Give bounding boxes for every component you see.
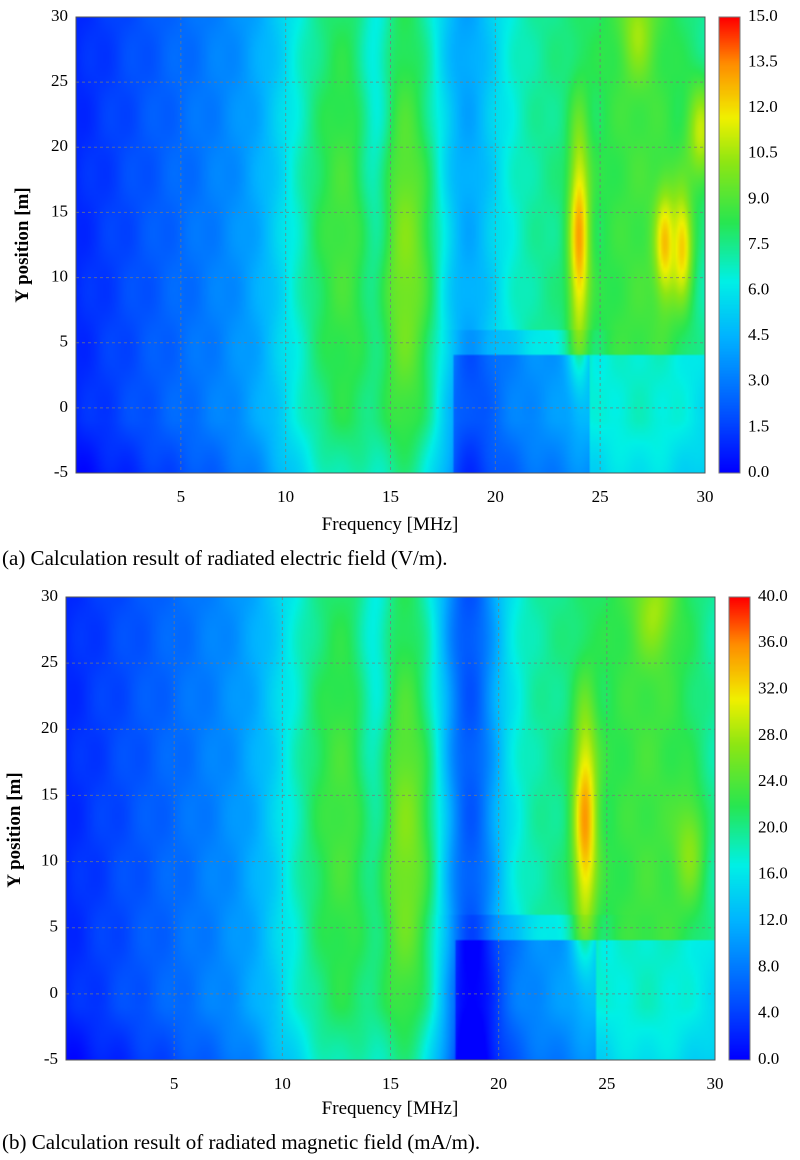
colorbar-tick-label: 4.5 <box>748 325 769 344</box>
colorbar-tick-label: 8.0 <box>758 956 779 975</box>
colorbar-tick-label: 7.5 <box>748 234 769 253</box>
y-axis-label-b: Y position [m] <box>4 772 25 887</box>
colorbar-tick-label: 0.0 <box>748 462 769 481</box>
colorbar-ticks-b: 0.0 4.0 8.0 12.0 16.0 20.0 24.0 28.0 32.0 36.0 40.… <box>758 586 788 1068</box>
y-tick-label: -5 <box>44 1049 58 1068</box>
colorbar-tick-label: 6.0 <box>748 280 769 299</box>
colorbar-tick-label: 32.0 <box>758 679 788 698</box>
colorbar-tick-label: 4.0 <box>758 1003 779 1022</box>
colorbar-tick-label: 15.0 <box>748 6 778 25</box>
x-tick-label: 30 <box>707 1074 724 1093</box>
x-tick-label: 5 <box>170 1074 179 1093</box>
colorbar-frame-b <box>728 596 751 1061</box>
y-axis-label-a: Y position [m] <box>12 187 33 302</box>
colorbar-tick-label: 36.0 <box>758 632 788 651</box>
colorbar-frame-a <box>718 16 741 474</box>
colorbar-tick-label: 3.0 <box>748 371 769 390</box>
y-tick-label: 5 <box>50 917 59 936</box>
y-tick-label: 20 <box>41 718 58 737</box>
x-tick-label: 10 <box>274 1074 291 1093</box>
x-tick-label: 10 <box>277 487 294 506</box>
plot-frame-a <box>75 16 706 474</box>
x-tick-label: 15 <box>382 1074 399 1093</box>
colorbar-tick-label: 24.0 <box>758 771 788 790</box>
y-tick-label: 10 <box>51 266 68 285</box>
colorbar-b <box>729 597 750 1060</box>
y-tick-label: 10 <box>41 850 58 869</box>
colorbar-tick-label: 16.0 <box>758 864 788 883</box>
colorbar-tick-label: 1.5 <box>748 416 769 435</box>
y-tick-label: 5 <box>60 332 69 351</box>
grid-lines-a <box>76 17 705 473</box>
x-axis-label-a: Frequency [MHz] <box>322 514 459 535</box>
x-tick-label: 5 <box>177 487 186 506</box>
y-tick-label: 15 <box>51 201 68 220</box>
heatmap-image-b <box>66 597 715 1060</box>
colorbar-tick-label: 40.0 <box>758 586 788 605</box>
y-tick-label: 0 <box>60 397 69 416</box>
y-ticks-a: -5 0 5 10 15 20 25 30 <box>51 6 68 481</box>
colorbar-tick-label: 12.0 <box>748 97 778 116</box>
colorbar-a <box>719 17 740 473</box>
plot-frame-b <box>65 596 716 1061</box>
y-tick-label: 0 <box>50 983 59 1002</box>
colorbar-tick-label: 9.0 <box>748 188 769 207</box>
x-tick-label: 25 <box>592 487 609 506</box>
y-ticks-b: -5 0 5 10 15 20 25 30 <box>41 586 58 1068</box>
y-tick-label: 30 <box>41 586 58 605</box>
x-tick-label: 30 <box>697 487 714 506</box>
colorbar-tick-label: 0.0 <box>758 1049 779 1068</box>
colorbar-tick-label: 13.5 <box>748 52 778 71</box>
y-tick-label: 25 <box>51 71 68 90</box>
x-tick-label: 20 <box>490 1074 507 1093</box>
colorbar-tick-label: 20.0 <box>758 817 788 836</box>
y-tick-label: -5 <box>54 462 68 481</box>
chart-b: 5 10 15 20 25 30 -5 0 5 10 15 20 25 30 Frequency [MH… <box>4 586 788 1119</box>
x-tick-label: 25 <box>598 1074 615 1093</box>
caption-b: (b) Calculation result of radiated magne… <box>2 1130 481 1154</box>
x-ticks-a: 5 10 15 20 25 30 <box>177 487 714 506</box>
x-axis-label-b: Frequency [MHz] <box>322 1098 459 1119</box>
y-tick-label: 20 <box>51 136 68 155</box>
chart-a: 5 10 15 20 25 30 -5 0 5 10 15 20 25 30 Frequency [MH… <box>12 6 778 535</box>
y-tick-label: 25 <box>41 652 58 671</box>
colorbar-tick-label: 10.5 <box>748 143 778 162</box>
colorbar-tick-label: 12.0 <box>758 910 788 929</box>
colorbar-ticks-a: 0.0 1.5 3.0 4.5 6.0 7.5 9.0 10.5 12.0 13.5 15.0 <box>748 6 778 481</box>
x-tick-label: 20 <box>487 487 504 506</box>
grid-lines-b <box>66 597 715 1060</box>
x-ticks-b: 5 10 15 20 25 30 <box>170 1074 724 1093</box>
x-tick-label: 15 <box>382 487 399 506</box>
caption-a: (a) Calculation result of radiated elect… <box>2 546 448 570</box>
y-tick-label: 15 <box>41 784 58 803</box>
colorbar-tick-label: 28.0 <box>758 725 788 744</box>
y-tick-label: 30 <box>51 6 68 25</box>
